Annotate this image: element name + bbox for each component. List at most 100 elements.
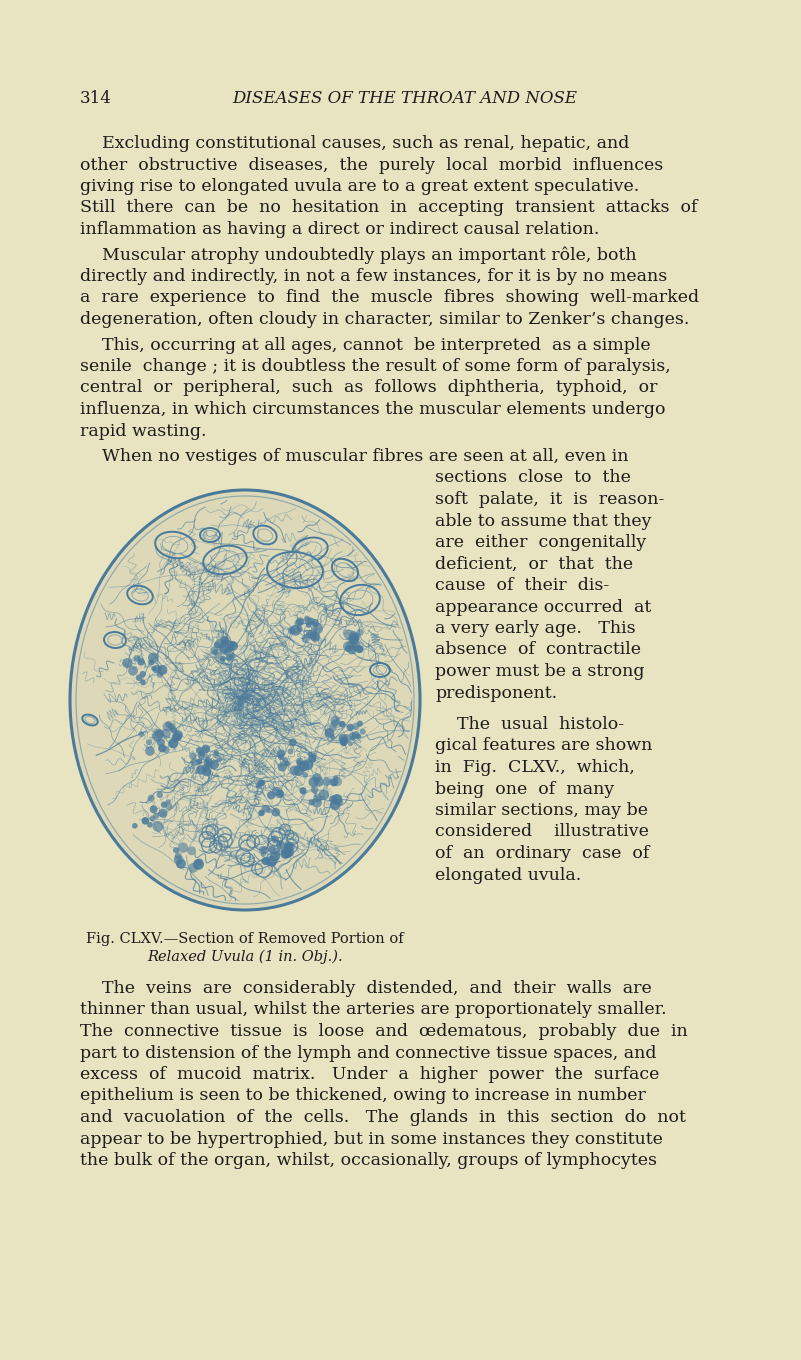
Circle shape bbox=[311, 634, 317, 641]
Circle shape bbox=[308, 752, 312, 758]
Circle shape bbox=[197, 759, 203, 764]
Circle shape bbox=[148, 653, 159, 664]
Ellipse shape bbox=[155, 532, 195, 558]
Ellipse shape bbox=[292, 537, 328, 563]
Circle shape bbox=[157, 672, 163, 677]
Ellipse shape bbox=[200, 528, 220, 543]
Circle shape bbox=[140, 680, 146, 685]
Circle shape bbox=[155, 729, 164, 738]
Circle shape bbox=[285, 851, 292, 858]
Circle shape bbox=[330, 715, 340, 725]
Circle shape bbox=[212, 649, 219, 656]
Circle shape bbox=[356, 733, 361, 738]
Circle shape bbox=[293, 766, 304, 777]
Circle shape bbox=[290, 624, 301, 635]
Circle shape bbox=[148, 660, 154, 665]
Circle shape bbox=[261, 846, 269, 854]
Circle shape bbox=[282, 758, 288, 763]
Text: the bulk of the organ, whilst, occasionally, groups of lymphocytes: the bulk of the organ, whilst, occasiona… bbox=[80, 1152, 657, 1170]
Circle shape bbox=[281, 846, 292, 857]
Circle shape bbox=[311, 619, 319, 627]
Circle shape bbox=[352, 646, 357, 651]
Circle shape bbox=[230, 641, 237, 649]
Text: predisponent.: predisponent. bbox=[435, 684, 557, 702]
Text: are  either  congenitally: are either congenitally bbox=[435, 534, 646, 551]
Text: epithelium is seen to be thickened, owing to increase in number: epithelium is seen to be thickened, owin… bbox=[80, 1088, 646, 1104]
Circle shape bbox=[312, 774, 322, 783]
Circle shape bbox=[360, 729, 366, 734]
Circle shape bbox=[168, 724, 175, 730]
Text: a  rare  experience  to  find  the  muscle  fibres  showing  well-marked: a rare experience to find the muscle fib… bbox=[80, 290, 699, 306]
Circle shape bbox=[343, 734, 351, 743]
Circle shape bbox=[352, 722, 360, 730]
Circle shape bbox=[300, 787, 307, 794]
Text: power must be a strong: power must be a strong bbox=[435, 664, 645, 680]
Ellipse shape bbox=[203, 545, 247, 574]
Circle shape bbox=[284, 842, 295, 853]
Circle shape bbox=[339, 721, 345, 728]
Circle shape bbox=[308, 630, 312, 635]
Circle shape bbox=[348, 741, 353, 747]
Text: soft  palate,  it  is  reason-: soft palate, it is reason- bbox=[435, 491, 664, 509]
Circle shape bbox=[266, 855, 277, 866]
Circle shape bbox=[257, 779, 264, 786]
Circle shape bbox=[329, 796, 337, 804]
Circle shape bbox=[215, 639, 224, 649]
Text: appear to be hypertrophied, but in some instances they constitute: appear to be hypertrophied, but in some … bbox=[80, 1130, 663, 1148]
Circle shape bbox=[330, 778, 338, 786]
Circle shape bbox=[313, 794, 322, 802]
Circle shape bbox=[163, 722, 172, 732]
Text: giving rise to elongated uvula are to a great extent speculative.: giving rise to elongated uvula are to a … bbox=[80, 178, 639, 194]
Circle shape bbox=[331, 719, 339, 728]
Text: appearance occurred  at: appearance occurred at bbox=[435, 598, 651, 616]
Circle shape bbox=[199, 751, 205, 756]
Circle shape bbox=[193, 860, 204, 870]
Circle shape bbox=[202, 744, 210, 753]
Circle shape bbox=[191, 758, 199, 767]
Circle shape bbox=[280, 850, 290, 860]
Circle shape bbox=[189, 752, 196, 760]
Circle shape bbox=[261, 857, 270, 865]
Circle shape bbox=[330, 734, 335, 740]
Text: Muscular atrophy undoubtedly plays an important rôle, both: Muscular atrophy undoubtedly plays an im… bbox=[80, 246, 637, 264]
Circle shape bbox=[147, 794, 155, 801]
Circle shape bbox=[205, 756, 210, 762]
Circle shape bbox=[196, 766, 206, 775]
Circle shape bbox=[175, 734, 182, 740]
Circle shape bbox=[314, 777, 324, 787]
Circle shape bbox=[312, 623, 323, 634]
Circle shape bbox=[260, 851, 266, 857]
Circle shape bbox=[220, 636, 229, 645]
Circle shape bbox=[221, 639, 229, 646]
Circle shape bbox=[168, 738, 178, 748]
Circle shape bbox=[173, 847, 179, 853]
Circle shape bbox=[157, 738, 165, 747]
Circle shape bbox=[206, 760, 211, 766]
Text: 314: 314 bbox=[80, 90, 112, 107]
Text: The  connective  tissue  is  loose  and  œdematous,  probably  due  in: The connective tissue is loose and œdema… bbox=[80, 1023, 688, 1040]
Circle shape bbox=[227, 645, 234, 651]
Circle shape bbox=[153, 665, 161, 673]
Text: Excluding constitutional causes, such as renal, hepatic, and: Excluding constitutional causes, such as… bbox=[80, 135, 630, 152]
Circle shape bbox=[139, 732, 144, 737]
Circle shape bbox=[153, 813, 159, 819]
Circle shape bbox=[304, 616, 309, 622]
Circle shape bbox=[288, 748, 293, 755]
Circle shape bbox=[350, 639, 360, 649]
Circle shape bbox=[214, 642, 220, 649]
Circle shape bbox=[260, 779, 265, 785]
Circle shape bbox=[272, 835, 279, 843]
Circle shape bbox=[270, 851, 280, 861]
Circle shape bbox=[219, 642, 229, 653]
Circle shape bbox=[302, 634, 310, 642]
Circle shape bbox=[157, 665, 167, 675]
Circle shape bbox=[166, 800, 171, 804]
Circle shape bbox=[128, 666, 138, 676]
Text: inflammation as having a direct or indirect causal relation.: inflammation as having a direct or indir… bbox=[80, 220, 599, 238]
Circle shape bbox=[174, 855, 183, 865]
Text: Fig. CLXV.—Section of Removed Portion of: Fig. CLXV.—Section of Removed Portion of bbox=[87, 932, 404, 947]
Circle shape bbox=[350, 736, 356, 741]
Ellipse shape bbox=[83, 714, 98, 725]
Text: The  veins  are  considerably  distended,  and  their  walls  are: The veins are considerably distended, an… bbox=[80, 981, 652, 997]
Text: and  vacuolation  of  the  cells.   The  glands  in  this  section  do  not: and vacuolation of the cells. The glands… bbox=[80, 1108, 686, 1126]
